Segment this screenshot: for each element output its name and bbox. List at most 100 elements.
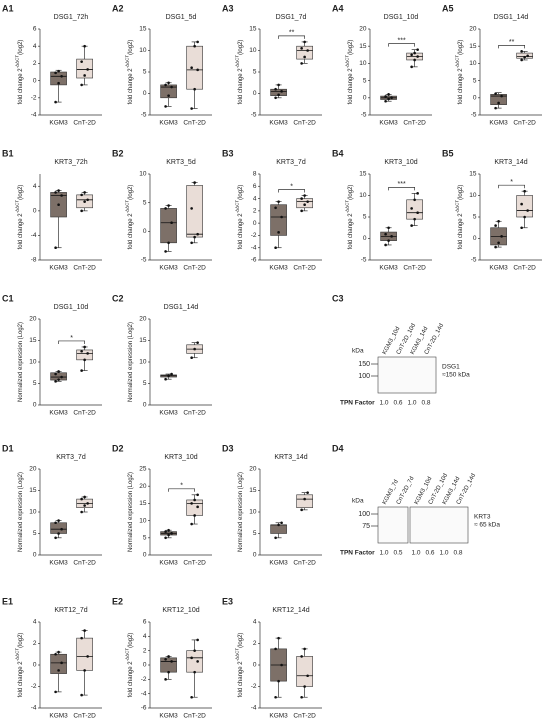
x-tick-label: CnT-2D [183, 410, 206, 417]
y-tick-label: 5 [253, 69, 257, 76]
y-tick-label: 5 [363, 214, 367, 221]
y-tick-label: 4 [33, 43, 37, 50]
y-tick-label: 0 [143, 90, 147, 97]
point [83, 669, 86, 672]
point [416, 192, 419, 195]
point [190, 656, 193, 660]
point [384, 99, 387, 103]
point [277, 231, 280, 234]
x-tick-label: KGM3 [159, 560, 178, 567]
y-tick-label: 2 [33, 640, 37, 647]
y-label-text: fold change 2 [18, 661, 24, 698]
point [274, 246, 277, 250]
point [196, 505, 199, 509]
point [416, 55, 419, 58]
y-label-tail: (log2) [458, 185, 464, 200]
panel-title: KRT3_5d [166, 159, 196, 166]
y-tick-label: 6 [33, 26, 37, 33]
y-label-sup: -ΔΔCT [455, 55, 460, 69]
point [57, 81, 60, 85]
point [167, 204, 170, 207]
point [60, 661, 63, 665]
y-axis-label: Normalized expression (Log2) [18, 472, 24, 552]
y-tick-label: 0 [253, 220, 257, 227]
point [170, 660, 173, 663]
y-tick-label: -2 [251, 232, 257, 239]
point [306, 491, 309, 494]
x-tick-label: KGM3 [159, 410, 178, 417]
point [280, 90, 283, 93]
y-tick-label: 0 [33, 402, 37, 409]
significance-label: * [70, 335, 73, 342]
point [54, 380, 57, 383]
point [80, 497, 83, 501]
y-axis-label: fold change 2-ΔΔCT(log2) [345, 185, 354, 250]
y-label-text: fold change 2 [128, 213, 134, 250]
point [190, 241, 193, 245]
point [416, 211, 419, 214]
panel-label: D2 [112, 443, 124, 453]
y-label-text: fold change 2 [18, 213, 24, 250]
box [296, 198, 313, 209]
panel-label: B4 [332, 148, 344, 158]
y-label-tail: (log2) [348, 40, 354, 55]
y-tick-label: 10 [139, 359, 147, 366]
box [50, 522, 67, 534]
y-axis-label: fold change 2-ΔΔCT(log2) [455, 185, 464, 250]
significance-bracket [498, 184, 525, 189]
point [86, 198, 89, 202]
box [76, 58, 93, 79]
point [413, 58, 416, 62]
point [410, 207, 413, 210]
y-label-sup: -ΔΔCT [15, 55, 20, 69]
tpn-value: 1.0 [379, 550, 388, 557]
x-tick-label: CnT-2D [293, 713, 316, 720]
y-tick-label: 20 [139, 483, 147, 490]
point [494, 106, 497, 110]
panel-title: DSG1_10d [54, 304, 89, 311]
band-sublabel: ≈150 kDa [442, 372, 470, 379]
point [164, 657, 167, 661]
y-tick-label: -6 [251, 257, 257, 264]
point [520, 50, 523, 53]
y-label-text: fold change 2 [348, 213, 354, 250]
y-label-sup: -ΔΔCT [345, 200, 350, 214]
panel-label: A2 [112, 3, 124, 13]
point [60, 375, 63, 379]
x-tick-label: KGM3 [379, 265, 398, 272]
box [186, 650, 203, 673]
x-tick-label: KGM3 [269, 265, 288, 272]
y-tick-label: 10 [359, 192, 367, 199]
panel-title: KRT3_10d [164, 454, 197, 461]
point [300, 62, 303, 65]
point [520, 202, 523, 206]
y-tick-label: -2 [141, 676, 147, 683]
y-tick-label: 0 [143, 402, 147, 409]
x-tick-label: KGM3 [489, 265, 508, 272]
box [296, 45, 313, 60]
x-tick-label: CnT-2D [293, 265, 316, 272]
point [54, 71, 57, 75]
y-tick-label: 25 [139, 466, 147, 473]
x-tick-label: CnT-2D [183, 560, 206, 567]
y-label-text: Normalized expression (Log2) [18, 472, 24, 552]
x-tick-label: CnT-2D [403, 265, 426, 272]
y-tick-label: 20 [249, 466, 257, 473]
x-tick-label: KGM3 [159, 713, 178, 720]
point [387, 97, 390, 101]
point [54, 191, 57, 194]
y-tick-label: 0 [473, 95, 477, 102]
point [170, 221, 173, 225]
y-tick-label: 6 [143, 619, 147, 626]
y-label-tail: (log2) [18, 633, 24, 648]
panel-title: KRT3_72h [54, 159, 87, 166]
point [196, 68, 199, 72]
significance-label: ** [289, 30, 295, 37]
y-tick-label: 4 [33, 619, 37, 626]
y-label-sup: -ΔΔCT [235, 648, 240, 662]
y-tick-label: 20 [139, 316, 147, 323]
point [274, 695, 277, 699]
y-tick-label: 0 [143, 552, 147, 559]
y-tick-label: 15 [139, 26, 147, 33]
point [167, 94, 170, 97]
